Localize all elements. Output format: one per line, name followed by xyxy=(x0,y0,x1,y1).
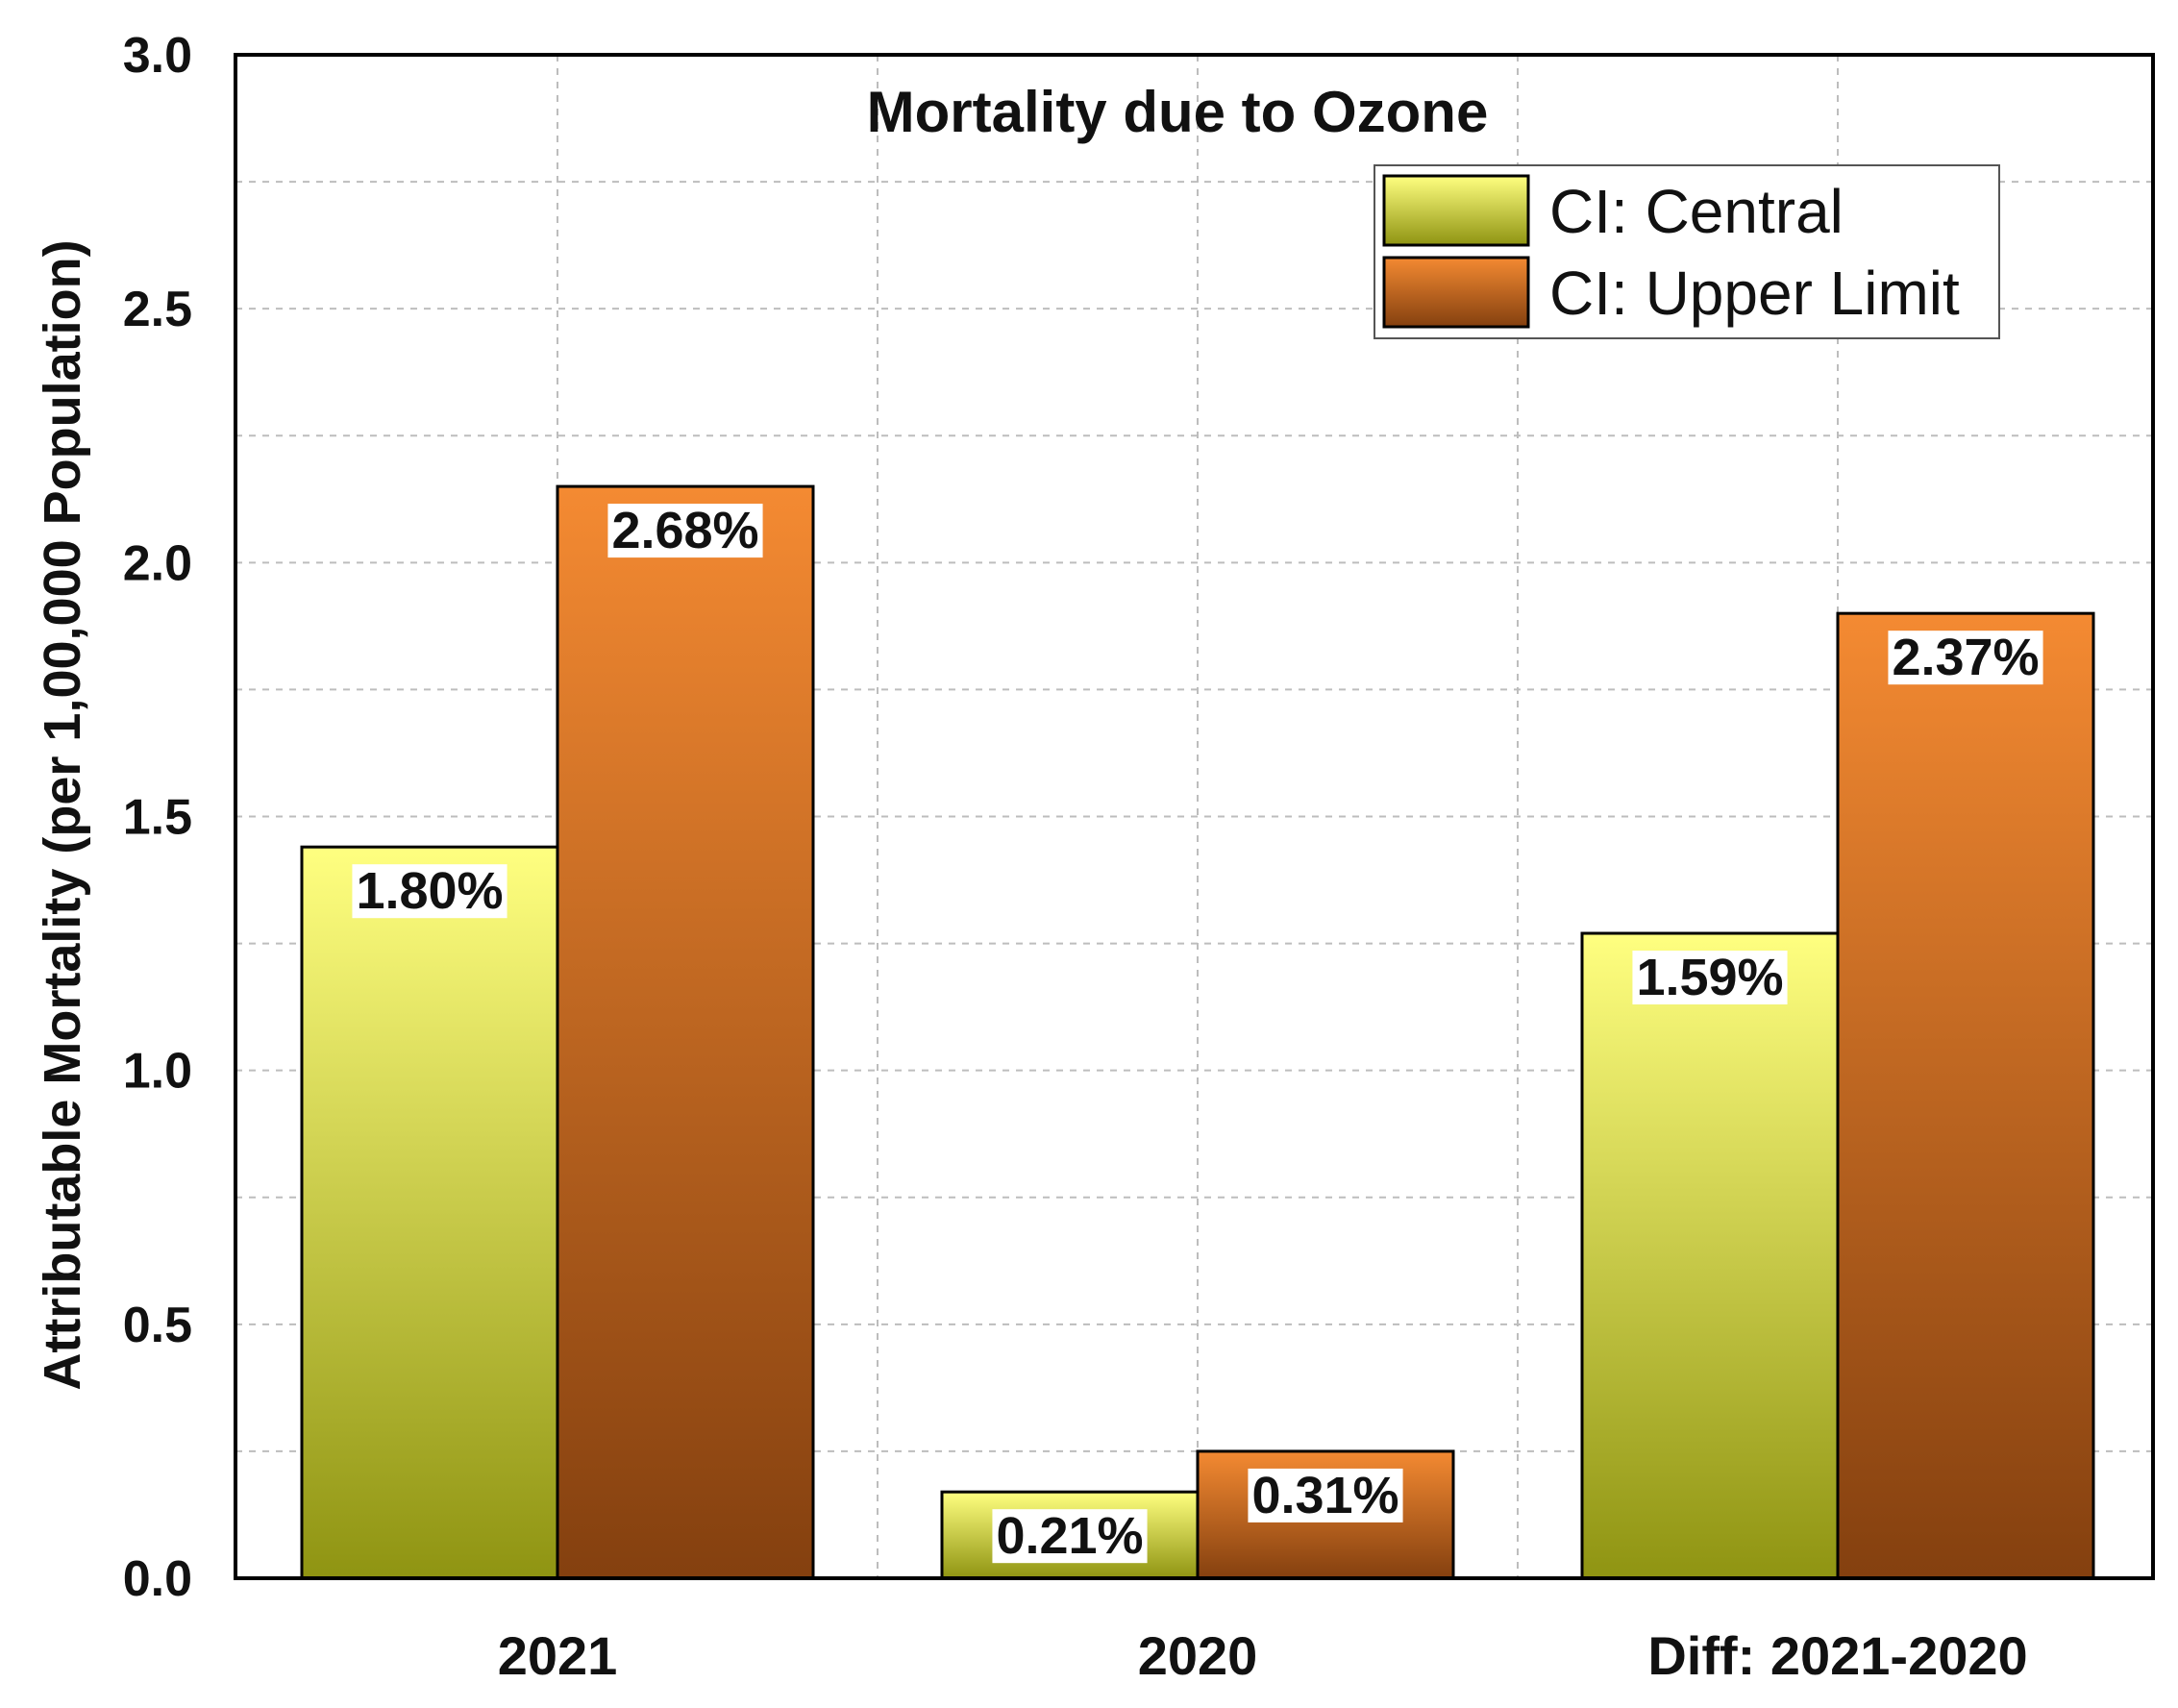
legend-swatch-central xyxy=(1382,174,1530,247)
legend-label-upper-limit: CI: Upper Limit xyxy=(1549,259,1960,328)
x-tick-label: 2021 xyxy=(498,1625,618,1686)
data-label: 0.31% xyxy=(1251,1467,1398,1524)
y-tick-label: 2.5 xyxy=(123,282,192,337)
y-tick-label: 2.0 xyxy=(123,535,192,591)
data-label-bg xyxy=(1632,951,1788,1005)
data-label-bg xyxy=(352,864,507,919)
bars xyxy=(300,484,2095,1580)
legend-swatch-upper-limit xyxy=(1382,256,1530,329)
x-tick-label: Diff: 2021-2020 xyxy=(1647,1625,2027,1686)
y-axis-label: Attributable Mortality (per 1,00,000 Pop… xyxy=(34,239,91,1390)
data-label-bg xyxy=(1248,1468,1403,1522)
data-label: 1.80% xyxy=(356,862,503,920)
chart-title: Mortality due to Ozone xyxy=(867,80,1489,144)
y-tick-label: 0.5 xyxy=(123,1298,192,1353)
legend-label-central: CI: Central xyxy=(1549,177,1844,246)
x-tick-labels: 2021 2020 Diff: 2021-2020 xyxy=(498,1625,2028,1686)
data-label-bg xyxy=(1888,631,2043,685)
y-tick-label: 1.5 xyxy=(123,790,192,846)
data-label: 2.68% xyxy=(611,502,758,559)
data-label-bg xyxy=(992,1509,1148,1564)
y-tick-labels: 0.0 0.5 1.0 1.5 2.0 2.5 3.0 xyxy=(123,28,192,1607)
bar xyxy=(1580,931,1840,1580)
data-label: 0.21% xyxy=(996,1507,1143,1565)
data-label: 1.59% xyxy=(1636,949,1783,1006)
data-label-bg xyxy=(607,504,763,558)
legend: CI: Central CI: Upper Limit xyxy=(1374,164,2000,339)
data-labels: 1.80% 2.68% 0.21% 0.31% 1.59% 2.37% xyxy=(352,502,2043,1565)
y-tick-label: 0.0 xyxy=(123,1551,192,1607)
plot-frame xyxy=(234,53,2155,1580)
data-label: 2.37% xyxy=(1892,629,2039,686)
y-tick-label: 3.0 xyxy=(123,28,192,84)
bar xyxy=(300,845,559,1580)
x-tick-label: 2020 xyxy=(1138,1625,1258,1686)
y-tick-label: 1.0 xyxy=(123,1044,192,1100)
bar xyxy=(556,484,815,1580)
bar xyxy=(1836,611,2095,1580)
